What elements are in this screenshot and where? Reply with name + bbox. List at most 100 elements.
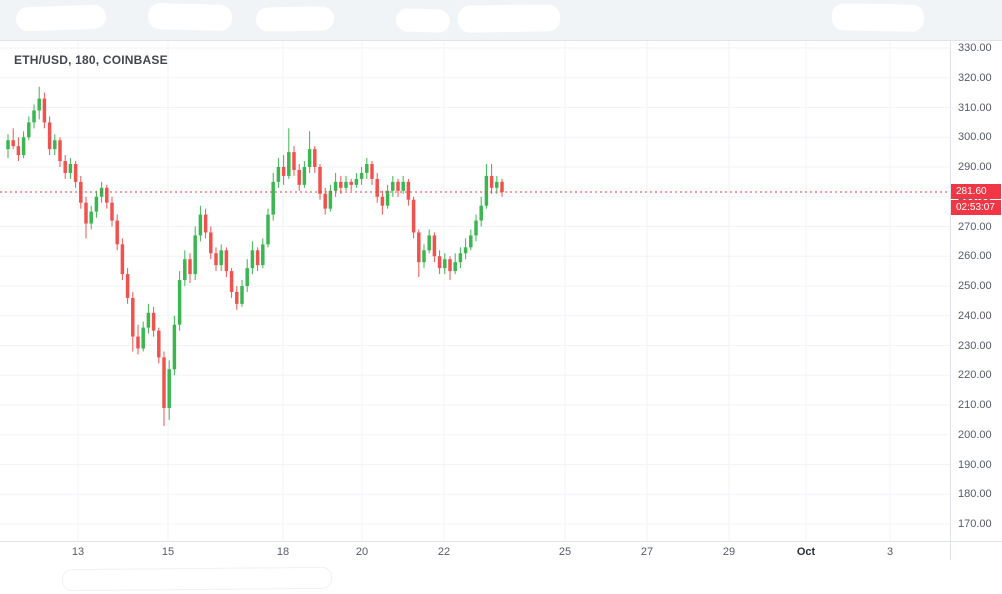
price-tick-label: 270.00	[958, 220, 992, 233]
price-tick-label: 250.00	[958, 280, 992, 292]
redaction-scribble	[395, 8, 451, 33]
price-tick-label: 230.00	[958, 339, 992, 352]
candle	[458, 253, 463, 263]
price-tick-label: 200.00	[958, 428, 992, 441]
candle	[427, 235, 431, 251]
candle	[183, 259, 187, 281]
candle	[188, 259, 192, 275]
time-tick-label: 18	[276, 546, 290, 558]
candle	[380, 196, 385, 206]
candle	[47, 122, 52, 150]
bar-countdown-value: 02:53:07	[956, 201, 995, 213]
candle	[302, 167, 307, 185]
candle	[463, 247, 468, 254]
time-tick-label: 22	[437, 546, 451, 558]
price-tick-label: 180.00	[958, 488, 992, 501]
candle	[11, 140, 15, 147]
candle	[136, 336, 140, 349]
plot: ETH/USD, 180, COINBASE	[0, 41, 950, 541]
candle	[443, 259, 447, 269]
candle	[131, 297, 135, 337]
price-tick-label: 170.00	[958, 518, 992, 530]
redaction-scribble	[457, 4, 561, 33]
candle	[281, 167, 286, 176]
candle	[396, 181, 400, 191]
candle	[63, 161, 67, 173]
time-tick-label: 3	[886, 546, 894, 558]
candle	[484, 175, 489, 206]
candlestick-chart[interactable]	[0, 41, 950, 541]
candle	[271, 181, 275, 215]
candle	[354, 178, 359, 185]
time-tick-label: 29	[722, 546, 736, 558]
candle	[261, 244, 265, 266]
candle	[255, 250, 260, 266]
candle	[209, 232, 213, 254]
candle	[313, 149, 317, 167]
candle	[32, 110, 36, 123]
candle	[146, 312, 151, 328]
candle	[105, 187, 109, 203]
candle	[224, 250, 229, 272]
time-tick-label: 27	[640, 546, 654, 558]
time-tick-label: 13	[71, 546, 85, 558]
time-tick-label: 20	[355, 546, 369, 558]
candle	[370, 164, 374, 179]
candle	[162, 357, 166, 408]
price-tick-label: 240.00	[958, 309, 992, 322]
candle	[339, 181, 343, 188]
price-axis[interactable]: 281.60 02:53:07 330.00 320.00 310.00 300.00…	[950, 41, 1002, 541]
candle	[193, 235, 197, 275]
candle	[172, 324, 177, 370]
candle	[385, 190, 390, 206]
toolbar-redacted	[0, 0, 1002, 40]
candle	[307, 149, 312, 167]
price-tick-label: 320.00	[958, 71, 992, 84]
candle	[198, 214, 203, 236]
candle	[375, 178, 379, 197]
candle	[479, 205, 483, 221]
bottom-strip	[0, 560, 1002, 594]
candle	[411, 199, 416, 233]
time-tick-label: 25	[558, 546, 572, 558]
candle	[73, 164, 78, 182]
candle	[323, 193, 327, 209]
candle	[328, 190, 333, 209]
candle	[229, 271, 234, 292]
price-tick-label: 260.00	[958, 250, 992, 263]
candle	[53, 140, 57, 150]
candle	[401, 181, 405, 191]
candle	[359, 172, 364, 179]
redaction-scribble	[255, 6, 335, 32]
price-tick-label: 310.00	[958, 101, 992, 114]
candle	[489, 175, 494, 188]
candle	[276, 167, 281, 182]
candle	[287, 152, 291, 176]
candle	[333, 181, 338, 191]
chart-area: ETH/USD, 180, COINBASE 281.60 02:53:07 3…	[0, 40, 1002, 561]
candle	[344, 181, 348, 188]
candle	[365, 164, 369, 173]
candle	[94, 196, 99, 212]
candle	[453, 262, 457, 272]
time-axis[interactable]: 13 15 18 20 22 25 27 29 Oct 3	[0, 541, 950, 561]
price-tick-label: 290.00	[958, 161, 992, 173]
candle	[422, 250, 426, 263]
candle	[245, 268, 249, 286]
candle	[68, 164, 73, 173]
price-tick-label: 300.00	[958, 131, 992, 144]
candle	[177, 280, 182, 325]
redaction-scribble	[147, 2, 233, 32]
redaction-scribble	[831, 3, 925, 32]
candle	[469, 235, 473, 248]
candle	[89, 211, 93, 224]
redaction-scribble	[61, 566, 333, 592]
candle	[6, 140, 10, 150]
candle	[406, 181, 411, 200]
candle	[240, 286, 244, 304]
candle	[391, 181, 395, 191]
bar-countdown-label: 02:53:07	[951, 199, 1001, 215]
symbol-legend[interactable]: ETH/USD, 180, COINBASE	[14, 53, 168, 67]
time-tick-label: Oct	[796, 546, 816, 558]
price-tick-label: 330.00	[958, 42, 992, 54]
